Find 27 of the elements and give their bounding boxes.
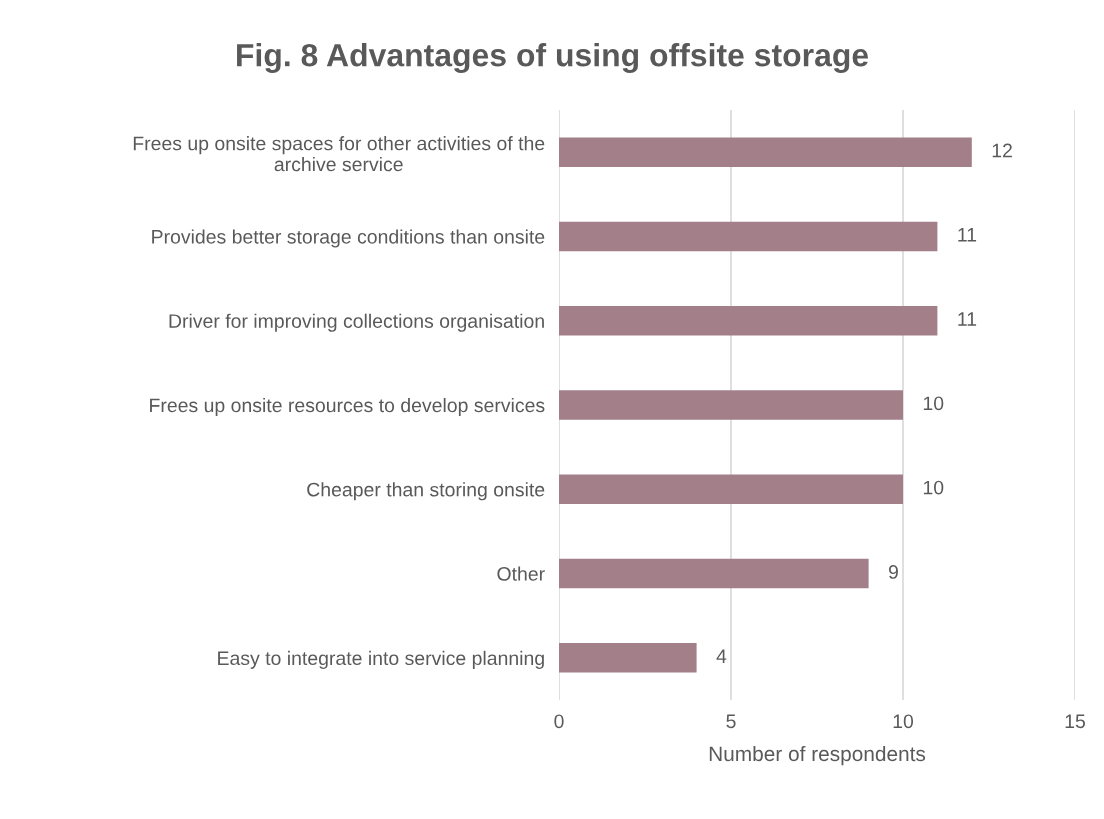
data-label: 12 xyxy=(992,143,1012,158)
data-label: 4 xyxy=(716,649,727,663)
y-tick-label: Cheaper than storing onsite xyxy=(307,482,545,501)
y-tick-label: Easy to integrate into service planning xyxy=(218,650,544,669)
bar xyxy=(559,643,697,673)
bar xyxy=(559,474,903,505)
data-label: 11 xyxy=(958,228,977,242)
y-tick-label: Driver for improving collections organisation xyxy=(169,313,544,332)
y-tick-label: Frees up onsite resources to develop services xyxy=(150,397,545,417)
bar xyxy=(559,390,903,420)
y-tick-label: Frees up onsite spaces for other activities of the archive service xyxy=(133,136,545,172)
x-tick-label: 10 xyxy=(893,714,914,729)
data-label: 10 xyxy=(923,396,944,411)
data-label: 11 xyxy=(958,312,977,326)
x-axis-title: Number of respondents xyxy=(709,745,926,766)
x-tick-label: 15 xyxy=(1065,714,1085,729)
bar xyxy=(559,558,869,589)
chart-title: Fig. 8 Advantages of using offsite storage xyxy=(237,43,869,73)
bar xyxy=(559,221,938,252)
y-tick-label: Other xyxy=(497,566,545,581)
data-label: 10 xyxy=(923,480,944,495)
x-tick-label: 0 xyxy=(554,714,564,729)
x-tick-label: 5 xyxy=(726,714,736,729)
data-label: 9 xyxy=(888,565,898,579)
bar xyxy=(559,137,972,167)
y-tick-label: Provides better storage conditions than onsite xyxy=(152,229,545,248)
bar xyxy=(559,305,938,336)
